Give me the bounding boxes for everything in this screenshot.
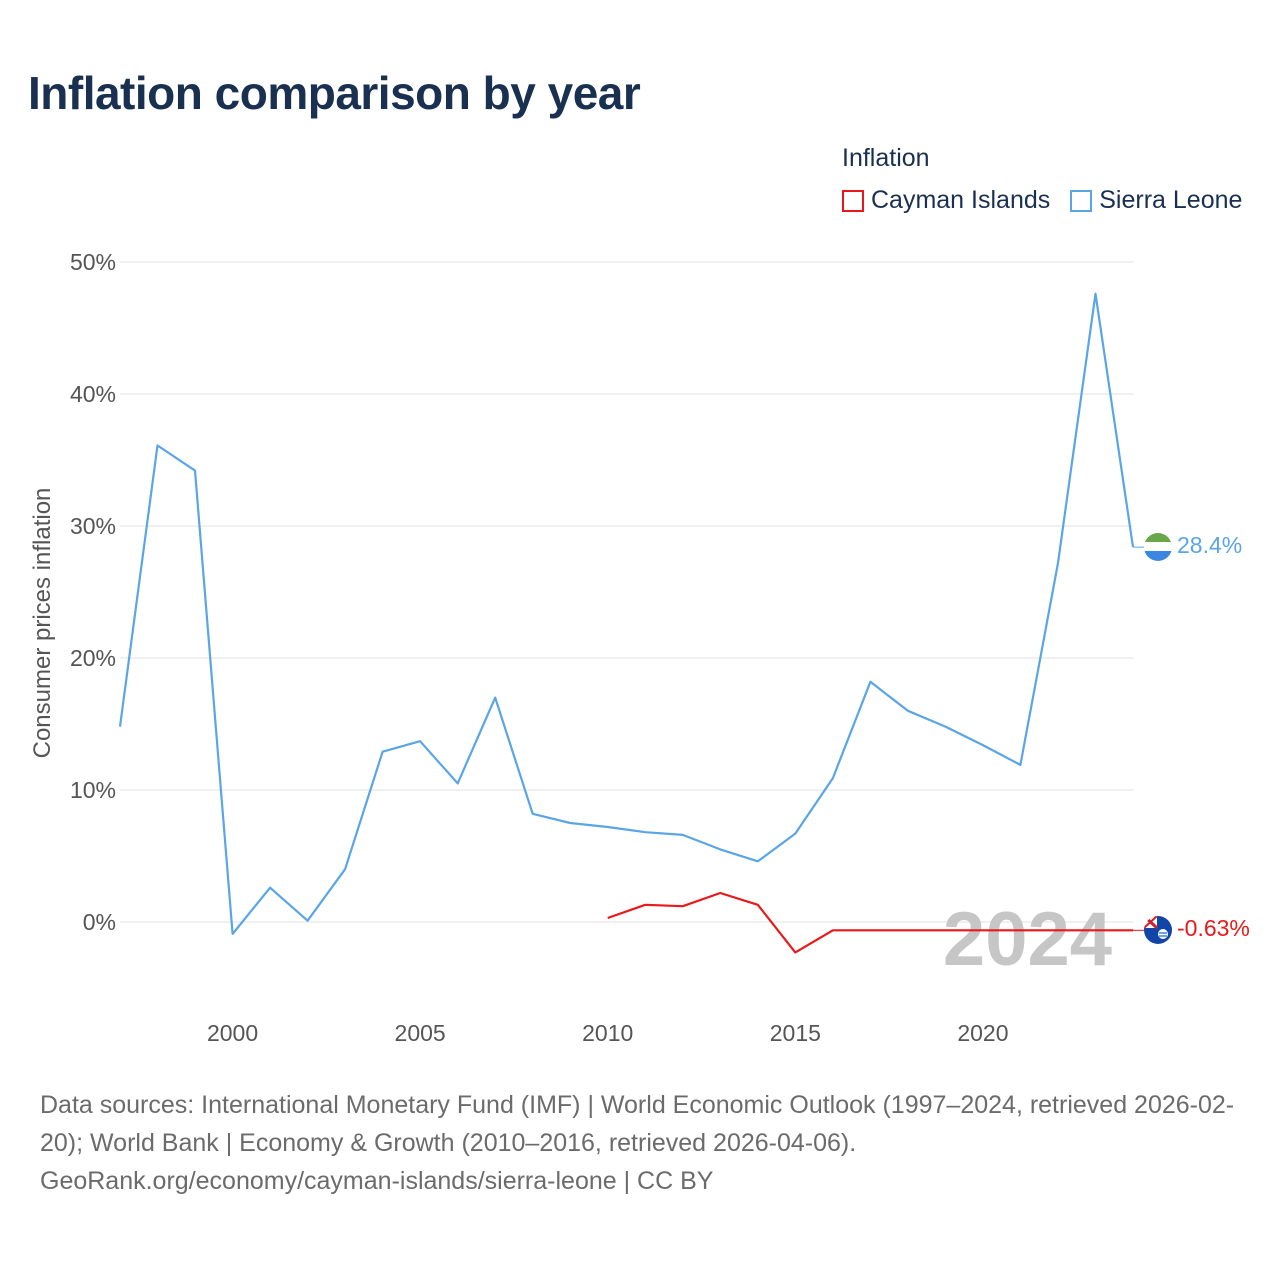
y-tick-label: 20% <box>70 645 116 671</box>
legend-label-cayman-islands: Cayman Islands <box>871 186 1051 214</box>
series-line-cayman-islands[interactable] <box>607 891 1133 954</box>
y-tick-label: 30% <box>70 513 116 539</box>
y-axis-ticks: 0% 10% 20% 30% 40% 50% <box>70 249 116 935</box>
x-tick-label: 2015 <box>770 1020 821 1046</box>
sierra-leone-end-label: 28.4% <box>1177 532 1242 558</box>
legend-title: Inflation <box>842 144 930 172</box>
y-tick-label: 10% <box>70 777 116 803</box>
series-cayman-islands <box>607 891 1144 954</box>
cayman-islands-flag-icon <box>1144 916 1172 944</box>
y-tick-label: 0% <box>83 909 116 935</box>
sierra-leone-flag-icon <box>1144 533 1172 561</box>
legend-swatch-sierra-leone <box>1070 189 1093 212</box>
x-tick-label: 2005 <box>395 1020 446 1046</box>
x-axis-ticks: 2000 2005 2010 2015 2020 <box>207 1020 1009 1046</box>
x-tick-label: 2020 <box>957 1020 1008 1046</box>
year-marker: 2024 <box>943 897 1112 982</box>
legend: Cayman Islands Sierra Leone <box>842 186 1242 215</box>
legend-label-sierra-leone: Sierra Leone <box>1099 186 1243 214</box>
y-axis-label: Consumer prices inflation <box>29 488 56 759</box>
series-sierra-leone <box>118 292 1144 936</box>
footer-data-sources: Data sources: International Monetary Fun… <box>40 1091 1235 1157</box>
line-chart: 0% 10% 20% 30% 40% 50% 2000 2005 2010 2015 2020 C… <box>29 249 1250 1046</box>
x-tick-label: 2000 <box>207 1020 258 1046</box>
footer-sources: Data sources: International Monetary Fun… <box>40 1086 1250 1200</box>
footer-attribution[interactable]: GeoRank.org/economy/cayman-islands/sierr… <box>40 1167 714 1195</box>
series-line-sierra-leone[interactable] <box>118 292 1135 936</box>
legend-item-cayman-islands[interactable]: Cayman Islands <box>842 186 1050 215</box>
y-tick-label: 50% <box>70 249 116 275</box>
legend-swatch-cayman-islands <box>842 189 864 212</box>
x-tick-label: 2010 <box>582 1020 633 1046</box>
grid-lines <box>120 261 1133 923</box>
chart-title: Inflation comparison by year <box>28 67 641 119</box>
legend-item-sierra-leone[interactable]: Sierra Leone <box>1070 186 1242 215</box>
series-lines <box>118 292 1144 954</box>
y-tick-label: 40% <box>70 381 116 407</box>
cayman-islands-end-label: -0.63% <box>1177 915 1250 941</box>
